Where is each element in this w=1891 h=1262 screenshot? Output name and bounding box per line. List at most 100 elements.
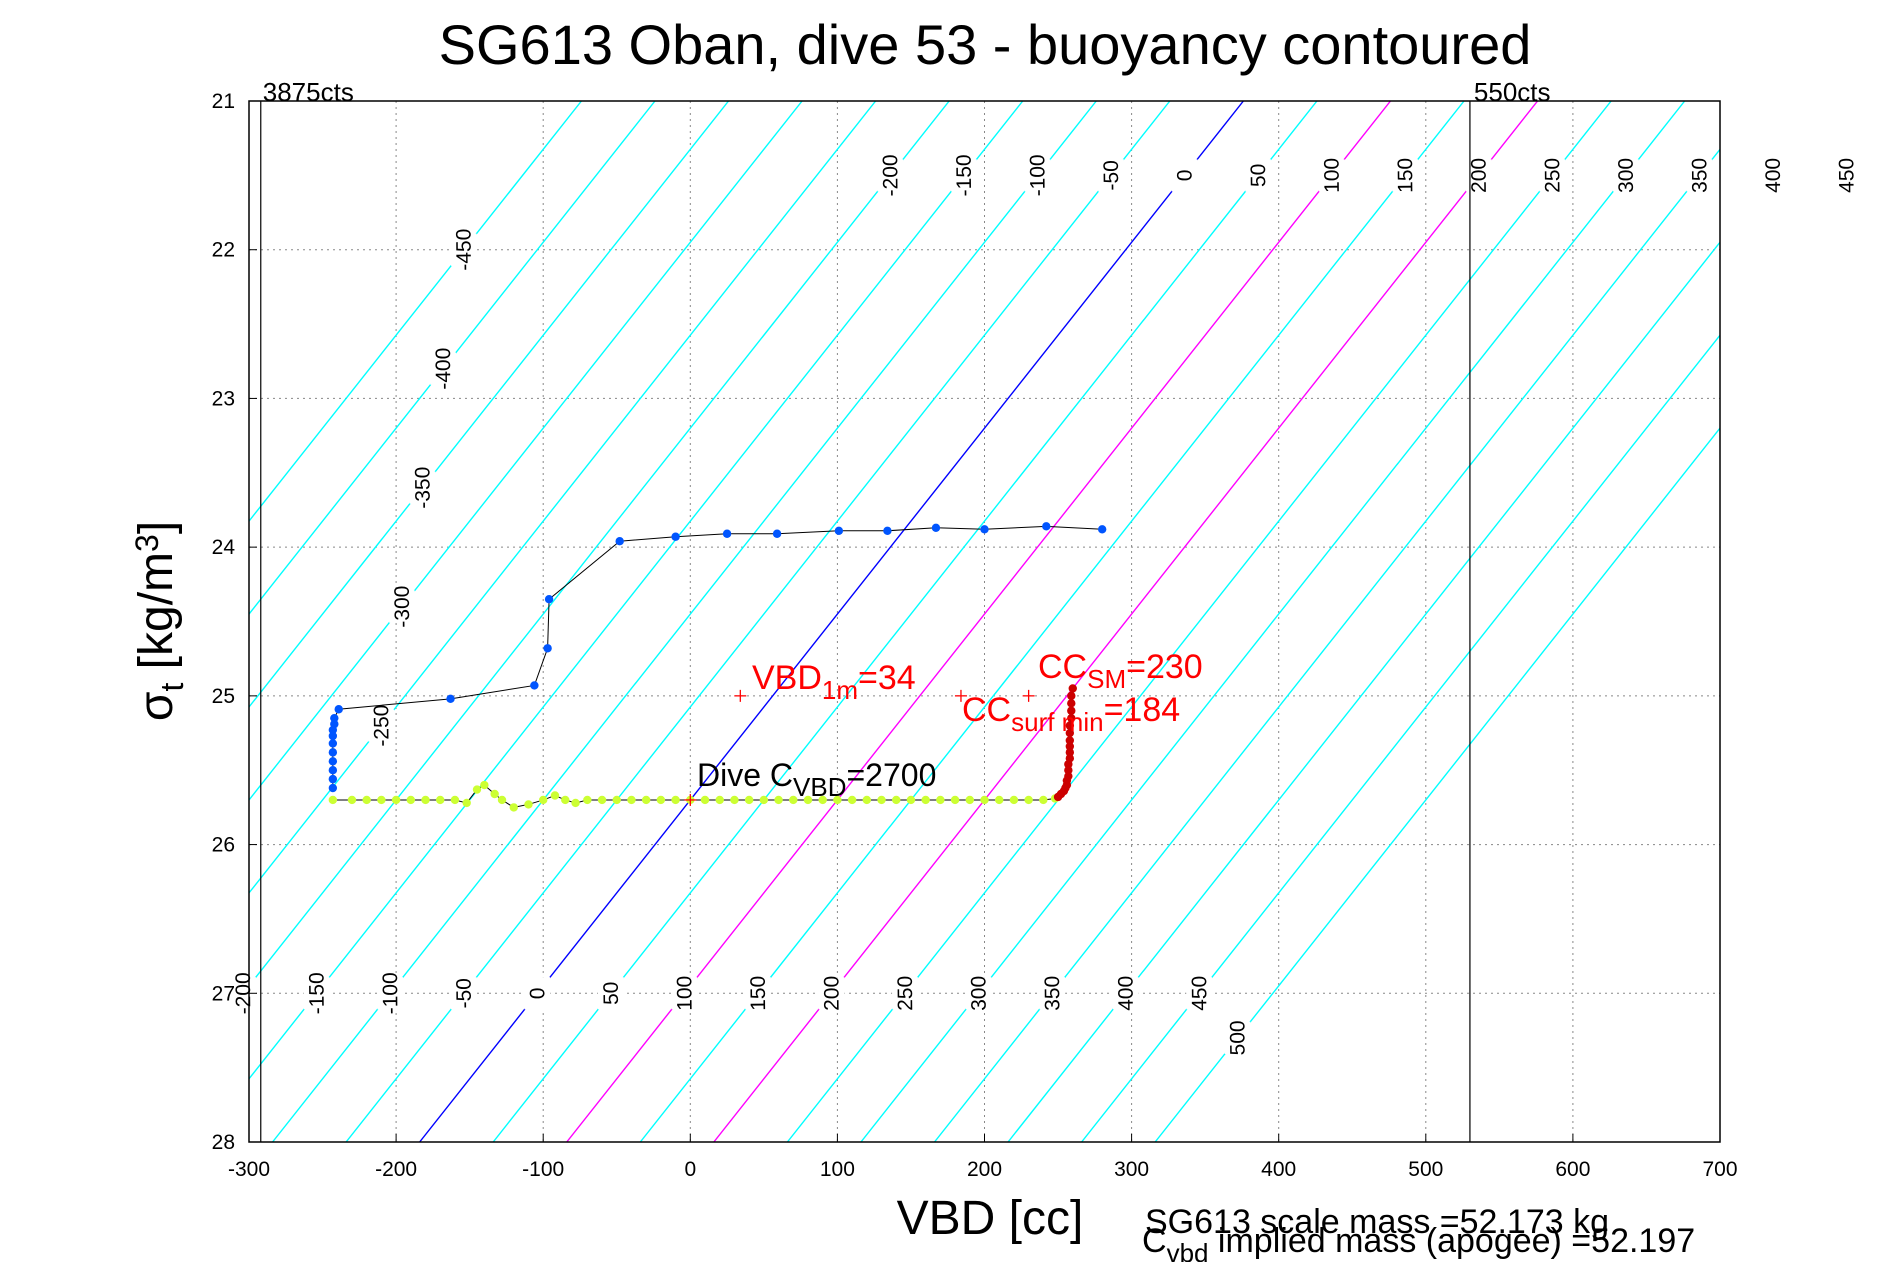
y-tick-label: 24	[212, 536, 236, 559]
x-tick-labels: -300 -200 -100 0 100 200 300 400 500 600 700	[228, 1134, 1738, 1181]
dive-track-point	[1065, 721, 1075, 730]
contour-label: 250	[894, 976, 917, 1011]
dive-track-point	[950, 795, 960, 805]
dive-track-point	[906, 795, 916, 805]
contour-label: -50	[453, 978, 476, 1009]
dive-track-point	[391, 795, 401, 805]
y-tick-labels: 21 22 23 24 25 26 27 28	[212, 90, 257, 1154]
dive-track-point	[730, 795, 739, 805]
dive-track-point	[1065, 748, 1075, 757]
dive-track-point	[509, 803, 518, 812]
contour-label-bg	[1318, 159, 1345, 192]
contour-label: -250	[370, 704, 393, 746]
contour-line	[492, 101, 1318, 1142]
contour-line	[1154, 427, 1720, 1142]
dive-track-point	[480, 780, 489, 790]
dive-track-point	[1068, 684, 1077, 693]
contour-label: 100	[1320, 158, 1343, 193]
dive-track-point	[803, 795, 813, 805]
contour-label: 0	[1173, 169, 1196, 181]
x-tick-label: 400	[1261, 1158, 1296, 1181]
dive-track-point	[490, 789, 499, 799]
contour-label-bg	[1039, 977, 1066, 1010]
dive-track-point	[497, 795, 507, 805]
contour-label-bg	[1392, 159, 1419, 192]
contour-label-bg	[1186, 977, 1213, 1010]
dive-track-point	[328, 725, 338, 735]
dive-track-point	[347, 795, 357, 805]
dive-track-point	[722, 529, 732, 538]
contour-line	[249, 101, 877, 895]
contour-label: 50	[600, 981, 623, 1005]
contour-line	[249, 101, 656, 616]
dive-track-point	[544, 594, 554, 604]
dive-track-point	[834, 526, 844, 535]
dive-track-point	[980, 525, 989, 534]
dive-track-point	[328, 774, 338, 784]
contour-label: 150	[1394, 158, 1417, 193]
contour-label: 200	[1468, 158, 1491, 193]
contour-label-bg	[368, 709, 395, 742]
dive-track-point	[1065, 742, 1075, 751]
contour-line	[566, 101, 1392, 1142]
contour-label: 50	[1247, 164, 1270, 188]
dive-track-point	[1065, 754, 1075, 763]
dive-track-point	[1009, 795, 1019, 805]
contour-line	[345, 101, 1171, 1142]
dive-track-point	[524, 800, 533, 809]
contour-label-bg	[1224, 1021, 1251, 1055]
dive-track-point	[877, 795, 886, 805]
contour-line	[419, 101, 1244, 1142]
contour-label-bg	[1465, 159, 1492, 192]
dive-track-point	[641, 795, 651, 805]
dive-track-point	[550, 791, 560, 800]
dive-track-point	[462, 798, 471, 808]
contour-line	[271, 101, 1097, 1142]
dive-track-point	[328, 783, 338, 793]
dive-track-point	[436, 795, 445, 805]
x-tick-label: -300	[228, 1158, 270, 1181]
contour-label: -150	[305, 972, 328, 1014]
dive-track-point	[818, 795, 827, 805]
dive-track-point	[883, 526, 892, 535]
x-tick-label: 500	[1408, 1158, 1443, 1181]
dive-track-line	[332, 525, 1103, 789]
vbd-1m-annotation: VBD1m=34	[752, 659, 916, 705]
dive-track-point	[671, 532, 680, 541]
contour-label: 450	[1835, 158, 1858, 193]
dive-track-point	[931, 523, 941, 533]
contour-label-bg	[1024, 159, 1051, 192]
dive-track-point	[1024, 795, 1033, 805]
contour-label: -50	[1100, 160, 1123, 191]
dive-track-point	[450, 795, 460, 805]
contour-label-bg	[1539, 159, 1566, 192]
dive-track-point	[700, 795, 710, 805]
contour-label: -100	[379, 972, 402, 1014]
dive-track-point	[671, 795, 680, 805]
contour-label-bg	[388, 590, 416, 623]
dive-track-point	[612, 795, 621, 805]
x-tick-label: 100	[820, 1158, 855, 1181]
cc-sm-annotation: CCSM=230	[1038, 648, 1203, 694]
dive-track-point	[1097, 525, 1107, 534]
contour-label: 350	[1041, 976, 1064, 1011]
contour-label-bg	[377, 977, 404, 1010]
contour-label: 200	[820, 976, 843, 1011]
dive-track-point	[759, 795, 769, 805]
contour-label: -350	[411, 467, 434, 509]
dive-track-point	[328, 766, 338, 775]
x-tick-label: -200	[375, 1158, 417, 1181]
dive-track-point	[472, 785, 482, 794]
x-axis-label: VBD [cc]	[897, 1192, 1084, 1245]
dive-track-point	[362, 795, 371, 805]
contour-lines	[249, 101, 1720, 1142]
dive-track-point	[1064, 766, 1073, 775]
contour-label-bg	[450, 977, 477, 1010]
dive-track-point	[1067, 706, 1076, 715]
y-tick-label: 25	[212, 685, 235, 708]
dive-track-point	[1067, 713, 1076, 723]
dive-track-point	[1067, 691, 1076, 701]
dive-track-point	[615, 536, 624, 546]
contour-label: -450	[453, 229, 476, 271]
y-axis-label: σt [kg/m3]	[129, 521, 191, 721]
